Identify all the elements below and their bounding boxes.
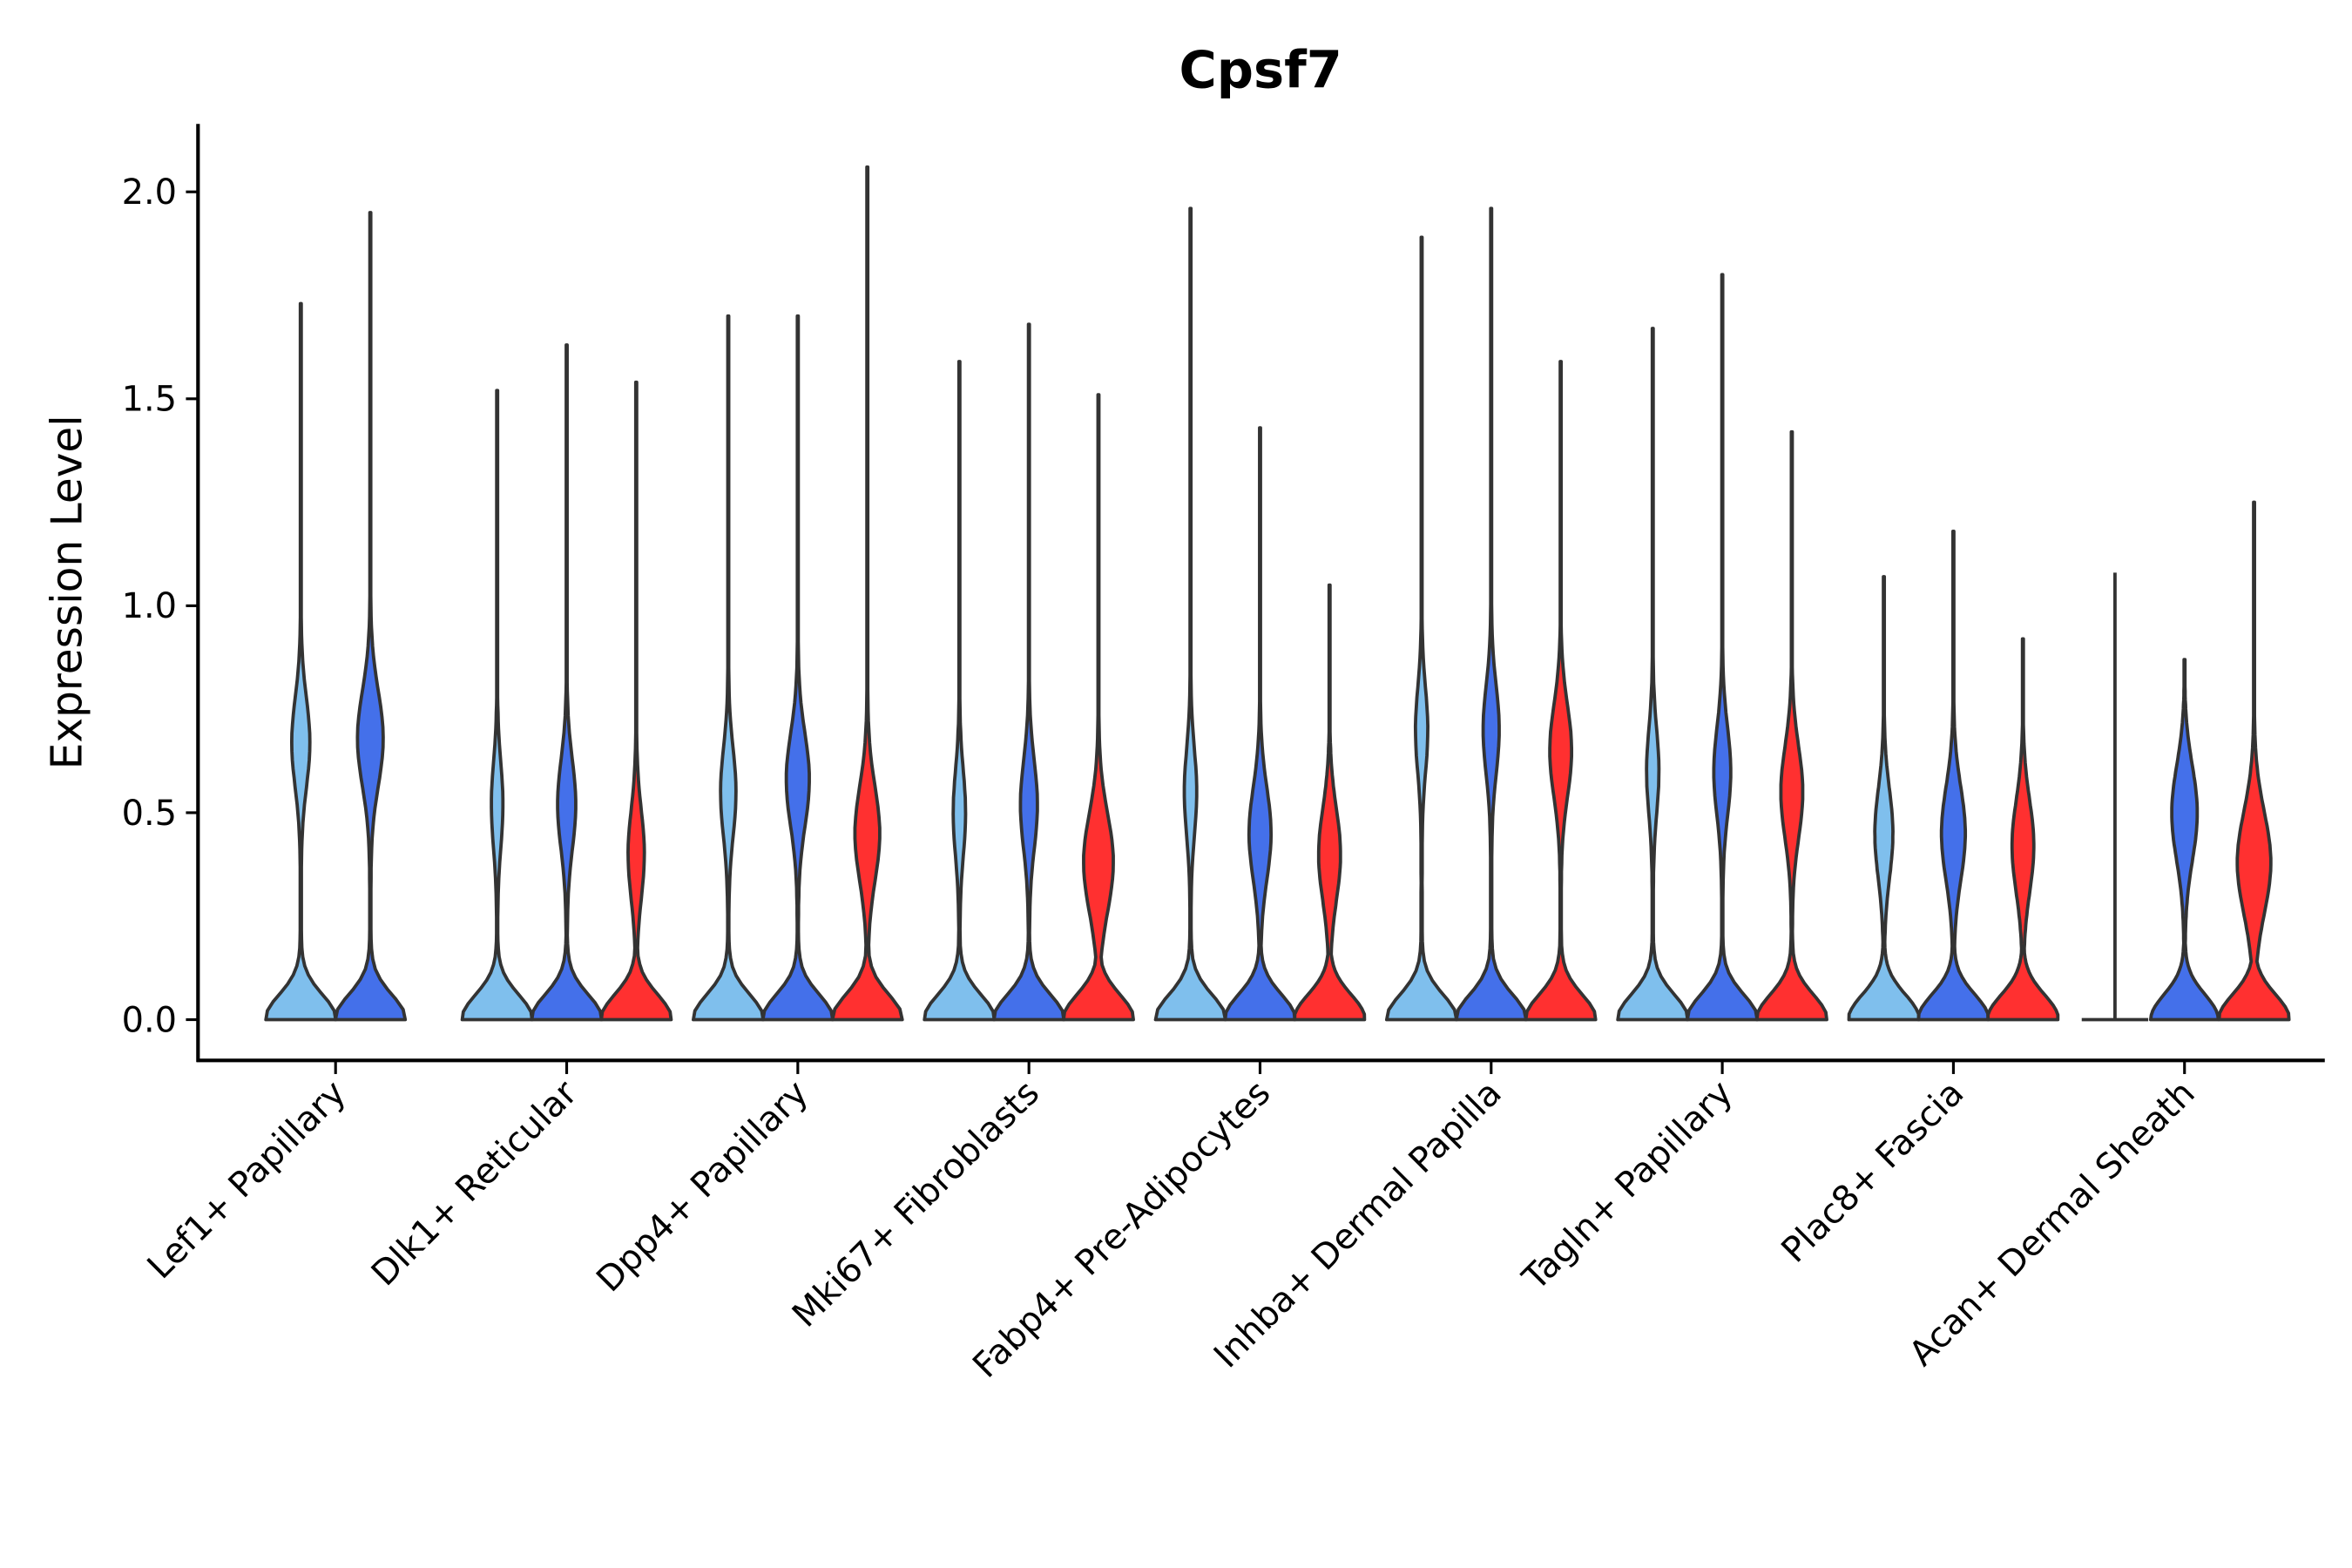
violin-blue — [334, 211, 408, 1022]
violin-light — [692, 314, 766, 1022]
violin-blue — [2148, 658, 2220, 1022]
violin-light — [1847, 575, 1921, 1022]
x-tick-label: Mki67+ Fibroblasts — [785, 1073, 1047, 1335]
violin-light — [1153, 206, 1227, 1022]
violin-red — [1986, 637, 2060, 1022]
violin-light — [1616, 327, 1690, 1022]
y-tick-label: 0.0 — [122, 1000, 177, 1040]
y-ticks: 0.0 0.5 1.0 1.5 2.0 — [122, 172, 199, 1040]
violin-light — [460, 389, 534, 1022]
violin-red — [1754, 429, 1828, 1022]
x-tick-label: Dpp4+ Papillary — [589, 1073, 816, 1300]
violin-red — [1061, 393, 1135, 1022]
violin-blue — [1686, 273, 1760, 1022]
violin-red — [2217, 500, 2291, 1022]
violin-red — [1293, 583, 1367, 1022]
y-tick-label: 2.0 — [122, 172, 177, 213]
y-tick-label: 0.5 — [122, 794, 177, 834]
violin-light — [264, 301, 338, 1022]
violin-blue — [1223, 426, 1297, 1022]
x-tick-label: Plac8+ Fascia — [1774, 1073, 1971, 1271]
violins-layer — [264, 165, 2291, 1022]
violin-red — [830, 165, 904, 1022]
y-tick-label: 1.5 — [122, 380, 177, 420]
y-axis-label: Expression Level — [44, 415, 92, 769]
y-tick-label: 1.0 — [122, 586, 177, 626]
violin-blue — [1454, 206, 1528, 1022]
violin-light — [923, 360, 997, 1022]
x-tick-label: Tagln+ Papillary — [1515, 1073, 1740, 1299]
violin-blue — [760, 314, 835, 1022]
violin-light — [1384, 235, 1458, 1022]
violin-blue — [530, 343, 604, 1022]
violin-red — [599, 380, 673, 1022]
x-tick-label: Dlk1+ Reticular — [364, 1072, 585, 1294]
violin-red — [1524, 360, 1598, 1022]
violin-blue — [1916, 529, 1990, 1022]
chart-title: Cpsf7 — [1179, 40, 1342, 100]
x-ticks: Lef1+ Papillary Dlk1+ Reticular Dpp4+ Papi… — [140, 1060, 2203, 1386]
violin-blue — [992, 322, 1066, 1022]
x-tick-label: Lef1+ Papillary — [140, 1073, 355, 1287]
